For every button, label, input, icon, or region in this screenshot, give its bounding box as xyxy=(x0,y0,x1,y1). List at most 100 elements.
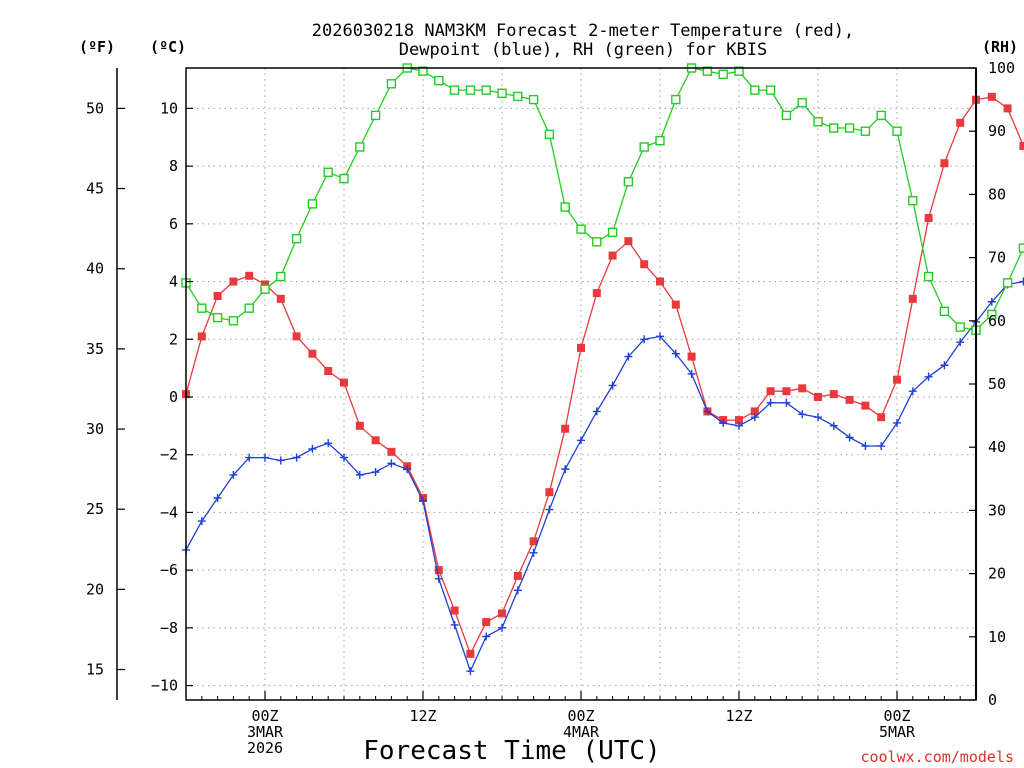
x-tick-label: 5MAR xyxy=(879,723,916,741)
dewpoint-point xyxy=(624,352,633,361)
celsius-tick-label: −10 xyxy=(151,677,178,695)
rh-point xyxy=(797,98,807,108)
chart-title-line-1: 2026030218 NAM3KM Forecast 2-meter Tempe… xyxy=(312,21,854,41)
rh-point xyxy=(560,202,570,212)
celsius-tick-label: 0 xyxy=(169,388,178,406)
rh-point xyxy=(765,85,776,95)
rh-point xyxy=(592,237,602,247)
rh-point xyxy=(671,94,681,105)
dewpoint-point xyxy=(261,453,269,462)
credit-text: coolwx.com/models xyxy=(860,748,1014,766)
temperature-point xyxy=(829,390,838,399)
temperature-point xyxy=(877,413,886,422)
temperature-point xyxy=(861,401,870,410)
temperature-point xyxy=(466,649,475,658)
temperature-point xyxy=(798,384,807,393)
temperature-point xyxy=(924,214,933,223)
dewpoint-point xyxy=(308,444,317,453)
rh-point xyxy=(844,123,855,133)
series-line xyxy=(185,67,1024,332)
rh-point xyxy=(702,66,713,76)
dewpoint-point xyxy=(434,574,443,583)
dewpoint-point xyxy=(814,413,822,422)
temperature-point xyxy=(561,424,570,433)
x-tick-label: 3MAR xyxy=(247,723,284,741)
temperature-point xyxy=(893,375,901,384)
dewpoint-point xyxy=(640,335,649,344)
temperature-point xyxy=(814,392,822,401)
temperature-point xyxy=(324,367,333,376)
dewpoint-point xyxy=(719,418,728,427)
celsius-tick-label: −8 xyxy=(160,619,178,637)
fahrenheit-tick-label: 25 xyxy=(86,500,104,518)
rh-point xyxy=(655,135,665,146)
x-tick-label: 4MAR xyxy=(563,723,600,741)
dewpoint-point xyxy=(529,548,538,557)
rh-point xyxy=(465,85,476,95)
rh-point xyxy=(750,85,760,95)
celsius-tick-label: 8 xyxy=(169,157,178,175)
temperature-point xyxy=(387,447,396,456)
dewpoint-point xyxy=(340,453,348,462)
rh-point xyxy=(955,322,965,332)
fahrenheit-axis-label: (ºF) xyxy=(79,38,115,56)
temperature-point xyxy=(640,260,649,269)
fahrenheit-tick-label: 15 xyxy=(86,661,104,679)
temperature-point xyxy=(292,332,301,341)
rh-point xyxy=(639,142,649,152)
rh-point xyxy=(892,126,902,136)
dewpoint-point xyxy=(861,442,870,451)
dewpoint-point xyxy=(355,470,364,479)
temperature-point xyxy=(229,277,238,286)
dewpoint-point xyxy=(750,413,759,422)
temperature-point xyxy=(529,537,538,546)
dewpoint-point xyxy=(466,667,475,676)
rh-point xyxy=(1002,278,1013,288)
dewpoint-point xyxy=(292,453,301,462)
rh-tick-label: 0 xyxy=(988,691,997,709)
celsius-tick-label: 6 xyxy=(169,215,178,233)
rh-point xyxy=(307,199,318,209)
temperature-point xyxy=(735,416,743,425)
celsius-tick-label: −6 xyxy=(160,561,178,579)
dewpoint-point xyxy=(687,369,696,378)
dewpoint-point xyxy=(956,338,965,347)
celsius-tick-label: −4 xyxy=(160,503,178,521)
dewpoint-point xyxy=(387,459,396,468)
temperature-point xyxy=(371,436,380,445)
rh-point xyxy=(212,312,223,323)
dewpoint-point xyxy=(213,493,222,502)
rh-point xyxy=(1018,243,1024,253)
gridlines xyxy=(186,68,977,700)
x-tick-label: 12Z xyxy=(725,707,752,725)
rh-point xyxy=(623,177,634,187)
rh-point xyxy=(228,316,239,326)
celsius-tick-label: 4 xyxy=(169,273,178,291)
dewpoint-point xyxy=(608,381,617,390)
rh-tick-label: 80 xyxy=(988,185,1006,203)
rh-tick-label: 20 xyxy=(988,565,1006,583)
rh-point xyxy=(813,117,823,127)
dewpoint-point xyxy=(371,468,380,477)
dewpoint-point xyxy=(703,407,712,416)
rh-point xyxy=(370,110,381,121)
series-dewpoint xyxy=(182,277,1024,676)
rh-tick-label: 60 xyxy=(988,312,1006,330)
rh-tick-label: 40 xyxy=(988,438,1006,456)
rh-point xyxy=(939,306,950,317)
dewpoint-point xyxy=(403,465,412,474)
temperature-point xyxy=(261,280,269,289)
dewpoint-point xyxy=(324,439,333,448)
temperature-point xyxy=(1019,141,1024,150)
dewpoint-point xyxy=(592,407,601,416)
rh-point xyxy=(260,284,270,294)
dewpoint-point xyxy=(482,632,491,641)
x-tick-label: 00Z xyxy=(883,707,910,725)
dewpoint-point xyxy=(735,421,743,430)
temperature-point xyxy=(498,609,506,618)
rh-point xyxy=(434,75,444,86)
dewpoint-point xyxy=(908,387,917,396)
temperature-point xyxy=(750,407,759,416)
temperature-point xyxy=(1003,104,1012,113)
rh-point xyxy=(418,66,428,76)
